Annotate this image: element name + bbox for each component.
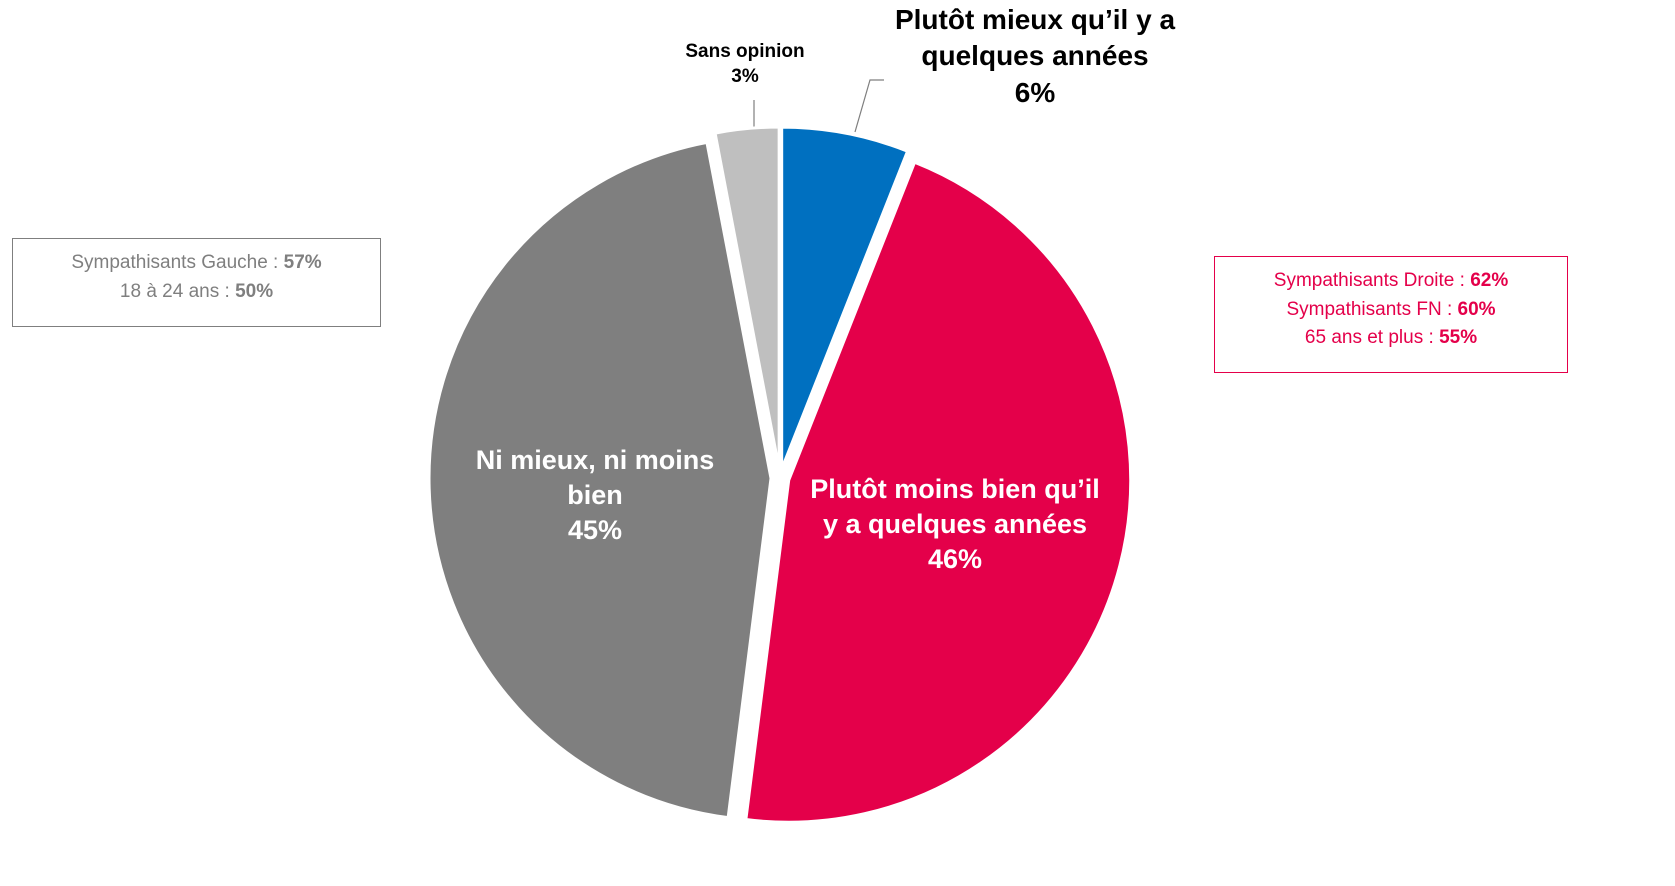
leader-line <box>854 79 884 133</box>
annotation-text: Sympathisants Gauche : <box>71 252 279 273</box>
slice-label: Plutôt mieux qu’il y a quelques années 6% <box>870 2 1200 111</box>
slice-label: Ni mieux, ni moins bien 45% <box>445 443 745 548</box>
value-label: 45% <box>567 515 623 546</box>
annotation-value: 55% <box>1439 327 1478 348</box>
annotation-line: Sympathisants Droite : 62% <box>1215 267 1567 296</box>
slice-label: Sans opinion 3% <box>665 40 825 89</box>
pie-slice <box>427 140 773 820</box>
annotation-value: 50% <box>235 280 274 302</box>
annotation-text: Sympathisants Droite : <box>1273 270 1465 291</box>
pie-slice <box>713 125 781 470</box>
value-label: 6% <box>1014 76 1056 108</box>
slice-label: Plutôt moins bien qu’il y a quelques ann… <box>810 472 1100 577</box>
annotation-value: 60% <box>1457 298 1496 320</box>
annotation-text: 18 à 24 ans : <box>119 280 230 302</box>
annotation-text: 65 ans et plus : <box>1304 327 1434 348</box>
category-label: Ni mieux, ni moins bien <box>475 445 715 511</box>
value-label: 46% <box>927 544 983 575</box>
pie-slice <box>744 160 1133 824</box>
category-label: Plutôt moins bien qu’il y a quelques ann… <box>810 474 1100 540</box>
annotation-text: Sympathisants FN : <box>1286 298 1453 320</box>
category-label: Sans opinion <box>685 41 805 62</box>
category-label: Plutôt mieux qu’il y a quelques années <box>894 4 1176 72</box>
annotation-line: Sympathisants Gauche : 57% <box>13 249 380 278</box>
annotation-line: 65 ans et plus : 55% <box>1215 324 1567 353</box>
annotation-box: Sympathisants Droite : 62% Sympathisants … <box>1214 256 1568 373</box>
annotation-value: 62% <box>1470 270 1509 291</box>
value-label: 3% <box>731 65 759 87</box>
annotation-line: 18 à 24 ans : 50% <box>13 278 380 307</box>
pie-slice <box>780 125 910 470</box>
annotation-value: 57% <box>283 252 322 273</box>
annotation-line: Sympathisants FN : 60% <box>1215 296 1567 325</box>
annotation-box: Sympathisants Gauche : 57% 18 à 24 ans : … <box>12 238 381 327</box>
